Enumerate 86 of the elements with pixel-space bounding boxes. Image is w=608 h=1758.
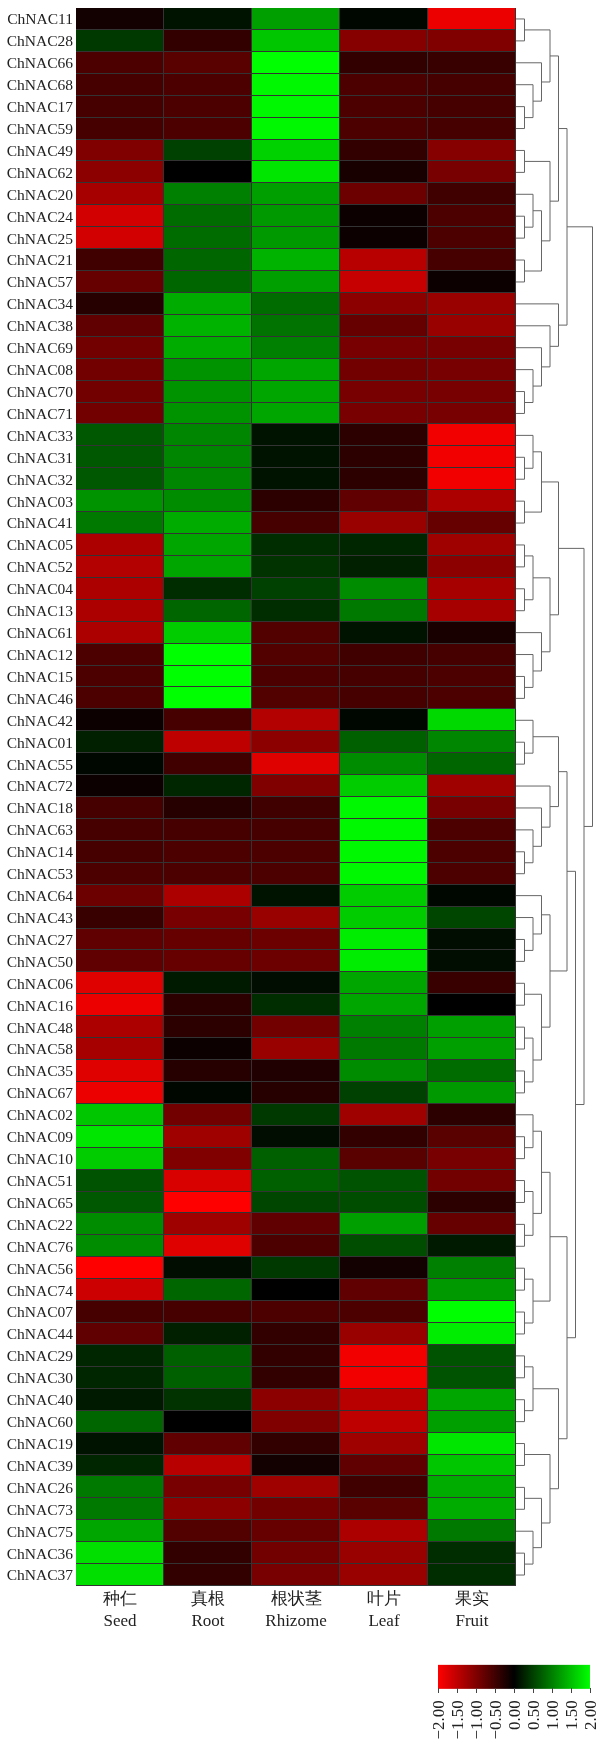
y-tick-label: ChNAC68: [6, 76, 74, 94]
y-tick-label: ChNAC67: [6, 1084, 74, 1102]
y-tick-label: ChNAC62: [6, 163, 73, 181]
y-tick-label: ChNAC41: [6, 514, 73, 532]
y-tick-label: ChNAC70: [6, 382, 74, 400]
y-tick-label: ChNAC34: [6, 295, 74, 313]
y-tick-label: ChNAC16: [6, 996, 74, 1014]
y-tick-label: ChNAC15: [6, 667, 74, 685]
color-bar-label: −1.50: [447, 1700, 467, 1740]
y-tick-label: ChNAC31: [6, 448, 73, 466]
y-tick-label: ChNAC51: [6, 1171, 73, 1189]
y-tick-label: ChNAC17: [6, 98, 74, 116]
y-tick-label: ChNAC64: [6, 887, 74, 905]
x-tick-label: 根状茎 Rhizome: [265, 1589, 327, 1631]
y-tick-label: ChNAC43: [6, 908, 74, 926]
x-tick-label: 真根 Root: [191, 1589, 225, 1631]
y-tick-label: ChNAC11: [7, 10, 73, 28]
color-bar-label: 0.50: [523, 1700, 543, 1730]
y-tick-label: ChNAC02: [6, 1106, 73, 1124]
y-tick-label: ChNAC32: [6, 470, 73, 488]
color-bar-label: 1.50: [561, 1700, 581, 1730]
y-tick-label: ChNAC28: [6, 32, 74, 50]
y-tick-label: ChNAC42: [6, 711, 73, 729]
y-tick-label: ChNAC30: [6, 1369, 74, 1387]
y-tick-label: ChNAC18: [6, 799, 74, 817]
x-tick-label: 种仁 Seed: [103, 1589, 138, 1631]
y-tick-label: ChNAC24: [6, 207, 74, 225]
y-tick-label: ChNAC74: [6, 1281, 74, 1299]
y-tick-label: ChNAC52: [6, 558, 73, 576]
y-tick-label: ChNAC48: [6, 1018, 74, 1036]
y-tick-label: ChNAC36: [6, 1544, 74, 1562]
y-tick-label: ChNAC49: [6, 141, 74, 159]
y-tick-label: ChNAC09: [6, 1128, 74, 1146]
y-tick-label: ChNAC19: [6, 1434, 74, 1452]
y-tick-label: ChNAC13: [6, 602, 74, 620]
y-tick-label: ChNAC58: [6, 1040, 74, 1058]
y-tick-label: ChNAC44: [6, 1325, 74, 1343]
y-tick-label: ChNAC50: [6, 952, 74, 970]
y-tick-label: ChNAC69: [6, 339, 74, 357]
x-tick-label: 果实 Fruit: [455, 1589, 489, 1631]
color-bar-label: 2.00: [580, 1700, 600, 1730]
y-tick-label: ChNAC01: [6, 733, 73, 751]
y-tick-label: ChNAC37: [6, 1566, 74, 1584]
y-tick-label: ChNAC14: [6, 843, 74, 861]
y-tick-label: ChNAC12: [6, 645, 73, 663]
y-tick-label: ChNAC04: [6, 580, 74, 598]
y-tick-label: ChNAC39: [6, 1456, 74, 1474]
color-bar-label: −1.00: [466, 1700, 486, 1740]
y-tick-label: ChNAC53: [6, 865, 74, 883]
y-tick-label: ChNAC20: [6, 185, 74, 203]
y-tick-label: ChNAC66: [6, 54, 74, 72]
y-tick-label: ChNAC26: [6, 1478, 74, 1496]
y-tick-label: ChNAC27: [6, 930, 74, 948]
y-tick-label: ChNAC07: [6, 1303, 74, 1321]
y-tick-label: ChNAC76: [6, 1237, 74, 1255]
y-tick-label: ChNAC38: [6, 317, 74, 335]
y-tick-label: ChNAC25: [6, 229, 74, 247]
y-tick-label: ChNAC40: [6, 1391, 74, 1409]
y-tick-label: ChNAC08: [6, 361, 74, 379]
y-tick-label: ChNAC33: [6, 426, 74, 444]
y-tick-label: ChNAC72: [6, 777, 73, 795]
color-bar-label: 0.00: [504, 1700, 524, 1730]
color-bar-label: −2.00: [428, 1700, 448, 1740]
y-tick-label: ChNAC22: [6, 1215, 73, 1233]
y-tick-label: ChNAC56: [6, 1259, 74, 1277]
y-tick-label: ChNAC29: [6, 1347, 74, 1365]
y-tick-label: ChNAC73: [6, 1500, 74, 1518]
y-tick-label: ChNAC05: [6, 536, 74, 554]
x-tick-label: 叶片 Leaf: [367, 1589, 401, 1631]
y-tick-label: ChNAC71: [6, 404, 73, 422]
y-tick-label: ChNAC59: [6, 119, 74, 137]
y-tick-label: ChNAC57: [6, 273, 74, 291]
y-tick-label: ChNAC75: [6, 1522, 74, 1540]
y-tick-label: ChNAC35: [6, 1062, 74, 1080]
y-tick-label: ChNAC10: [6, 1150, 74, 1168]
y-tick-label: ChNAC03: [6, 492, 74, 510]
y-tick-label: ChNAC63: [6, 821, 74, 839]
y-tick-label: ChNAC65: [6, 1193, 74, 1211]
y-tick-label: ChNAC60: [6, 1413, 74, 1431]
y-tick-label: ChNAC61: [6, 624, 73, 642]
y-tick-label: ChNAC55: [6, 755, 74, 773]
color-bar-label: 1.00: [542, 1700, 562, 1730]
y-tick-label: ChNAC21: [6, 251, 73, 269]
y-tick-label: ChNAC06: [6, 974, 74, 992]
color-bar-label: −0.50: [485, 1700, 505, 1740]
y-tick-label: ChNAC46: [6, 689, 74, 707]
